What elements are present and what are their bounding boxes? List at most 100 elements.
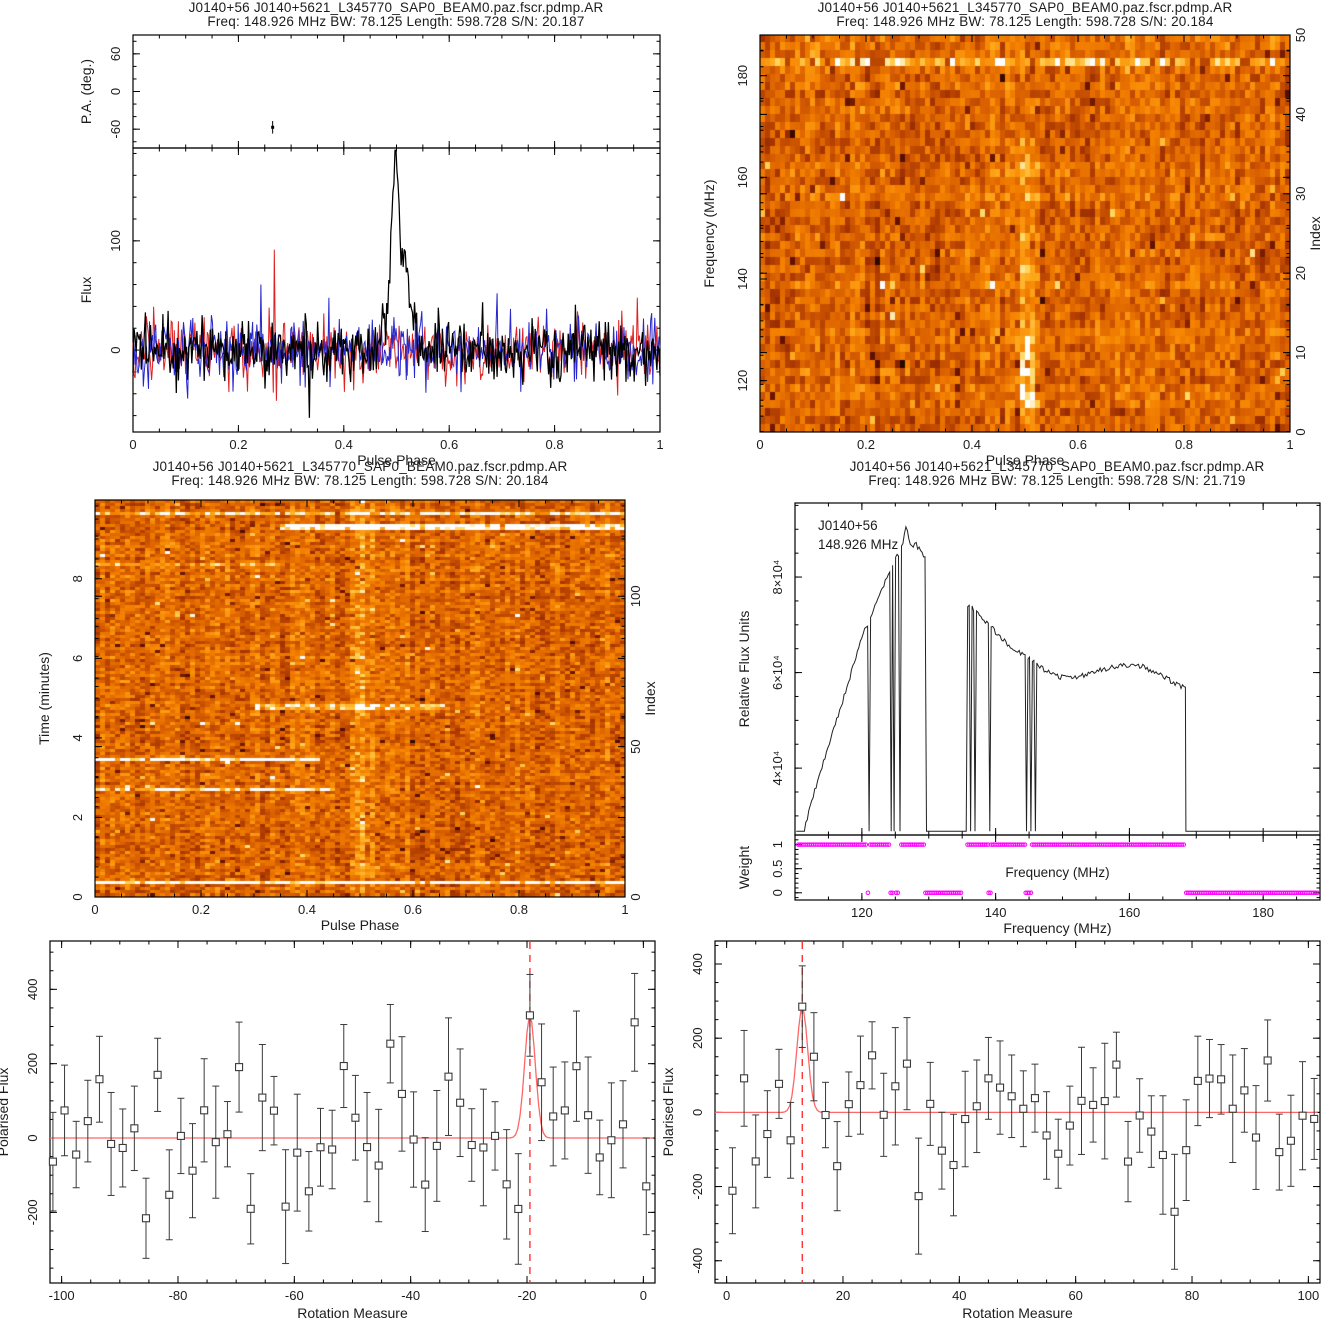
svg-text:120: 120 [851,905,873,920]
svg-text:0: 0 [129,437,136,452]
svg-text:-40: -40 [401,1288,420,1303]
svg-text:0: 0 [723,1288,730,1303]
svg-text:0.8: 0.8 [510,902,528,917]
svg-text:140: 140 [735,268,750,290]
svg-text:120: 120 [735,370,750,392]
svg-text:0.5: 0.5 [770,860,785,878]
svg-text:400: 400 [690,953,705,975]
svg-text:Frequency (MHz): Frequency (MHz) [1003,920,1111,936]
svg-text:20: 20 [1293,266,1308,280]
svg-text:J0140+56: J0140+56 [818,518,878,533]
svg-text:0: 0 [70,893,85,900]
svg-text:1: 1 [656,437,663,452]
svg-text:200: 200 [690,1027,705,1049]
svg-text:4×10⁴: 4×10⁴ [770,751,785,786]
svg-text:-80: -80 [169,1288,188,1303]
svg-text:Pulse Phase: Pulse Phase [986,452,1065,468]
time-phase-panel-title: J0140+56 J0140+5621_L345770_SAP0_BEAM0.p… [152,459,568,474]
svg-text:0.2: 0.2 [192,902,210,917]
svg-text:4: 4 [70,734,85,741]
svg-text:180: 180 [1252,905,1274,920]
freq-phase-panel-title: J0140+56 J0140+5621_L345770_SAP0_BEAM0.p… [817,0,1233,15]
svg-text:160: 160 [1119,905,1141,920]
svg-text:0.4: 0.4 [335,437,353,452]
svg-text:160: 160 [735,166,750,188]
svg-text:40: 40 [952,1288,966,1303]
svg-text:1: 1 [1286,437,1293,452]
svg-text:20: 20 [836,1288,850,1303]
svg-text:0: 0 [91,902,98,917]
svg-text:60: 60 [108,47,123,61]
svg-text:0.6: 0.6 [1069,437,1087,452]
svg-text:140: 140 [985,905,1007,920]
bandpass-panel-subtitle: Freq: 148.926 MHz BW: 78.125 Length: 598… [868,473,1246,488]
svg-text:0.8: 0.8 [1175,437,1193,452]
svg-text:40: 40 [1293,107,1308,121]
svg-text:0.8: 0.8 [546,437,564,452]
time-phase-panel-subtitle: Freq: 148.926 MHz BW: 78.125 Length: 598… [171,473,549,488]
svg-text:0: 0 [756,437,763,452]
profile-panel-title: J0140+56 J0140+5621_L345770_SAP0_BEAM0.p… [188,0,604,15]
svg-text:0.4: 0.4 [298,902,316,917]
svg-text:6×10⁴: 6×10⁴ [770,655,785,690]
svg-text:Rotation Measure: Rotation Measure [297,1305,408,1321]
svg-text:P.A. (deg.): P.A. (deg.) [78,59,94,124]
svg-text:Pulse Phase: Pulse Phase [321,917,400,933]
svg-text:0: 0 [108,88,123,95]
profile-panel-subtitle: Freq: 148.926 MHz BW: 78.125 Length: 598… [207,14,585,29]
svg-text:0.6: 0.6 [404,902,422,917]
svg-text:8×10⁴: 8×10⁴ [770,560,785,595]
svg-text:100: 100 [1298,1288,1320,1303]
svg-text:400: 400 [25,978,40,1000]
svg-text:148.926 MHz: 148.926 MHz [818,537,899,552]
svg-text:-200: -200 [25,1199,40,1225]
svg-text:0.2: 0.2 [229,437,247,452]
svg-text:0: 0 [108,346,123,353]
freq-phase-heatmap-canvas [760,35,1290,432]
svg-text:1: 1 [770,841,785,848]
svg-text:-400: -400 [690,1248,705,1274]
svg-text:0.6: 0.6 [440,437,458,452]
freq-phase-panel-subtitle: Freq: 148.926 MHz BW: 78.125 Length: 598… [836,14,1214,29]
svg-text:Pulse Phase: Pulse Phase [357,452,436,468]
svg-text:30: 30 [1293,187,1308,201]
svg-text:180: 180 [735,65,750,87]
svg-text:10: 10 [1293,345,1308,359]
svg-text:0: 0 [628,893,643,900]
svg-text:6: 6 [70,655,85,662]
svg-text:0: 0 [1293,428,1308,435]
svg-text:8: 8 [70,575,85,582]
svg-text:1: 1 [621,902,628,917]
svg-text:80: 80 [1185,1288,1199,1303]
svg-text:200: 200 [25,1053,40,1075]
svg-text:Relative Flux Units: Relative Flux Units [736,611,752,728]
svg-text:Index: Index [1307,216,1323,250]
time-phase-heatmap-canvas [95,500,625,897]
bandpass-panel-title: J0140+56 J0140+5621_L345770_SAP0_BEAM0.p… [849,459,1265,474]
svg-text:-60: -60 [108,120,123,139]
svg-text:-60: -60 [285,1288,304,1303]
svg-text:Rotation Measure: Rotation Measure [962,1305,1073,1321]
svg-text:-100: -100 [49,1288,75,1303]
svg-text:0: 0 [640,1288,647,1303]
svg-text:Frequency (MHz): Frequency (MHz) [701,179,717,287]
svg-text:0: 0 [25,1134,40,1141]
svg-text:50: 50 [1293,28,1308,42]
svg-text:0: 0 [690,1109,705,1116]
svg-text:Weight: Weight [736,846,752,889]
svg-text:2: 2 [70,814,85,821]
svg-text:Frequency (MHz): Frequency (MHz) [1005,865,1109,880]
svg-text:60: 60 [1068,1288,1082,1303]
svg-text:100: 100 [628,585,643,607]
svg-text:0.2: 0.2 [857,437,875,452]
svg-text:Polarised Flux: Polarised Flux [660,1068,676,1157]
svg-text:50: 50 [628,739,643,753]
svg-text:-20: -20 [518,1288,537,1303]
svg-text:100: 100 [108,230,123,252]
svg-text:Time (minutes): Time (minutes) [36,652,52,745]
svg-text:-200: -200 [690,1174,705,1200]
svg-text:Index: Index [642,681,658,715]
svg-text:Polarised Flux: Polarised Flux [0,1068,11,1157]
